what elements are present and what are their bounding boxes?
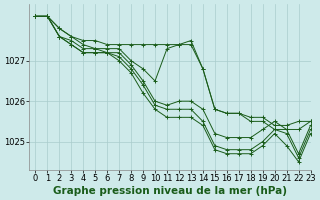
X-axis label: Graphe pression niveau de la mer (hPa): Graphe pression niveau de la mer (hPa) [53, 186, 287, 196]
